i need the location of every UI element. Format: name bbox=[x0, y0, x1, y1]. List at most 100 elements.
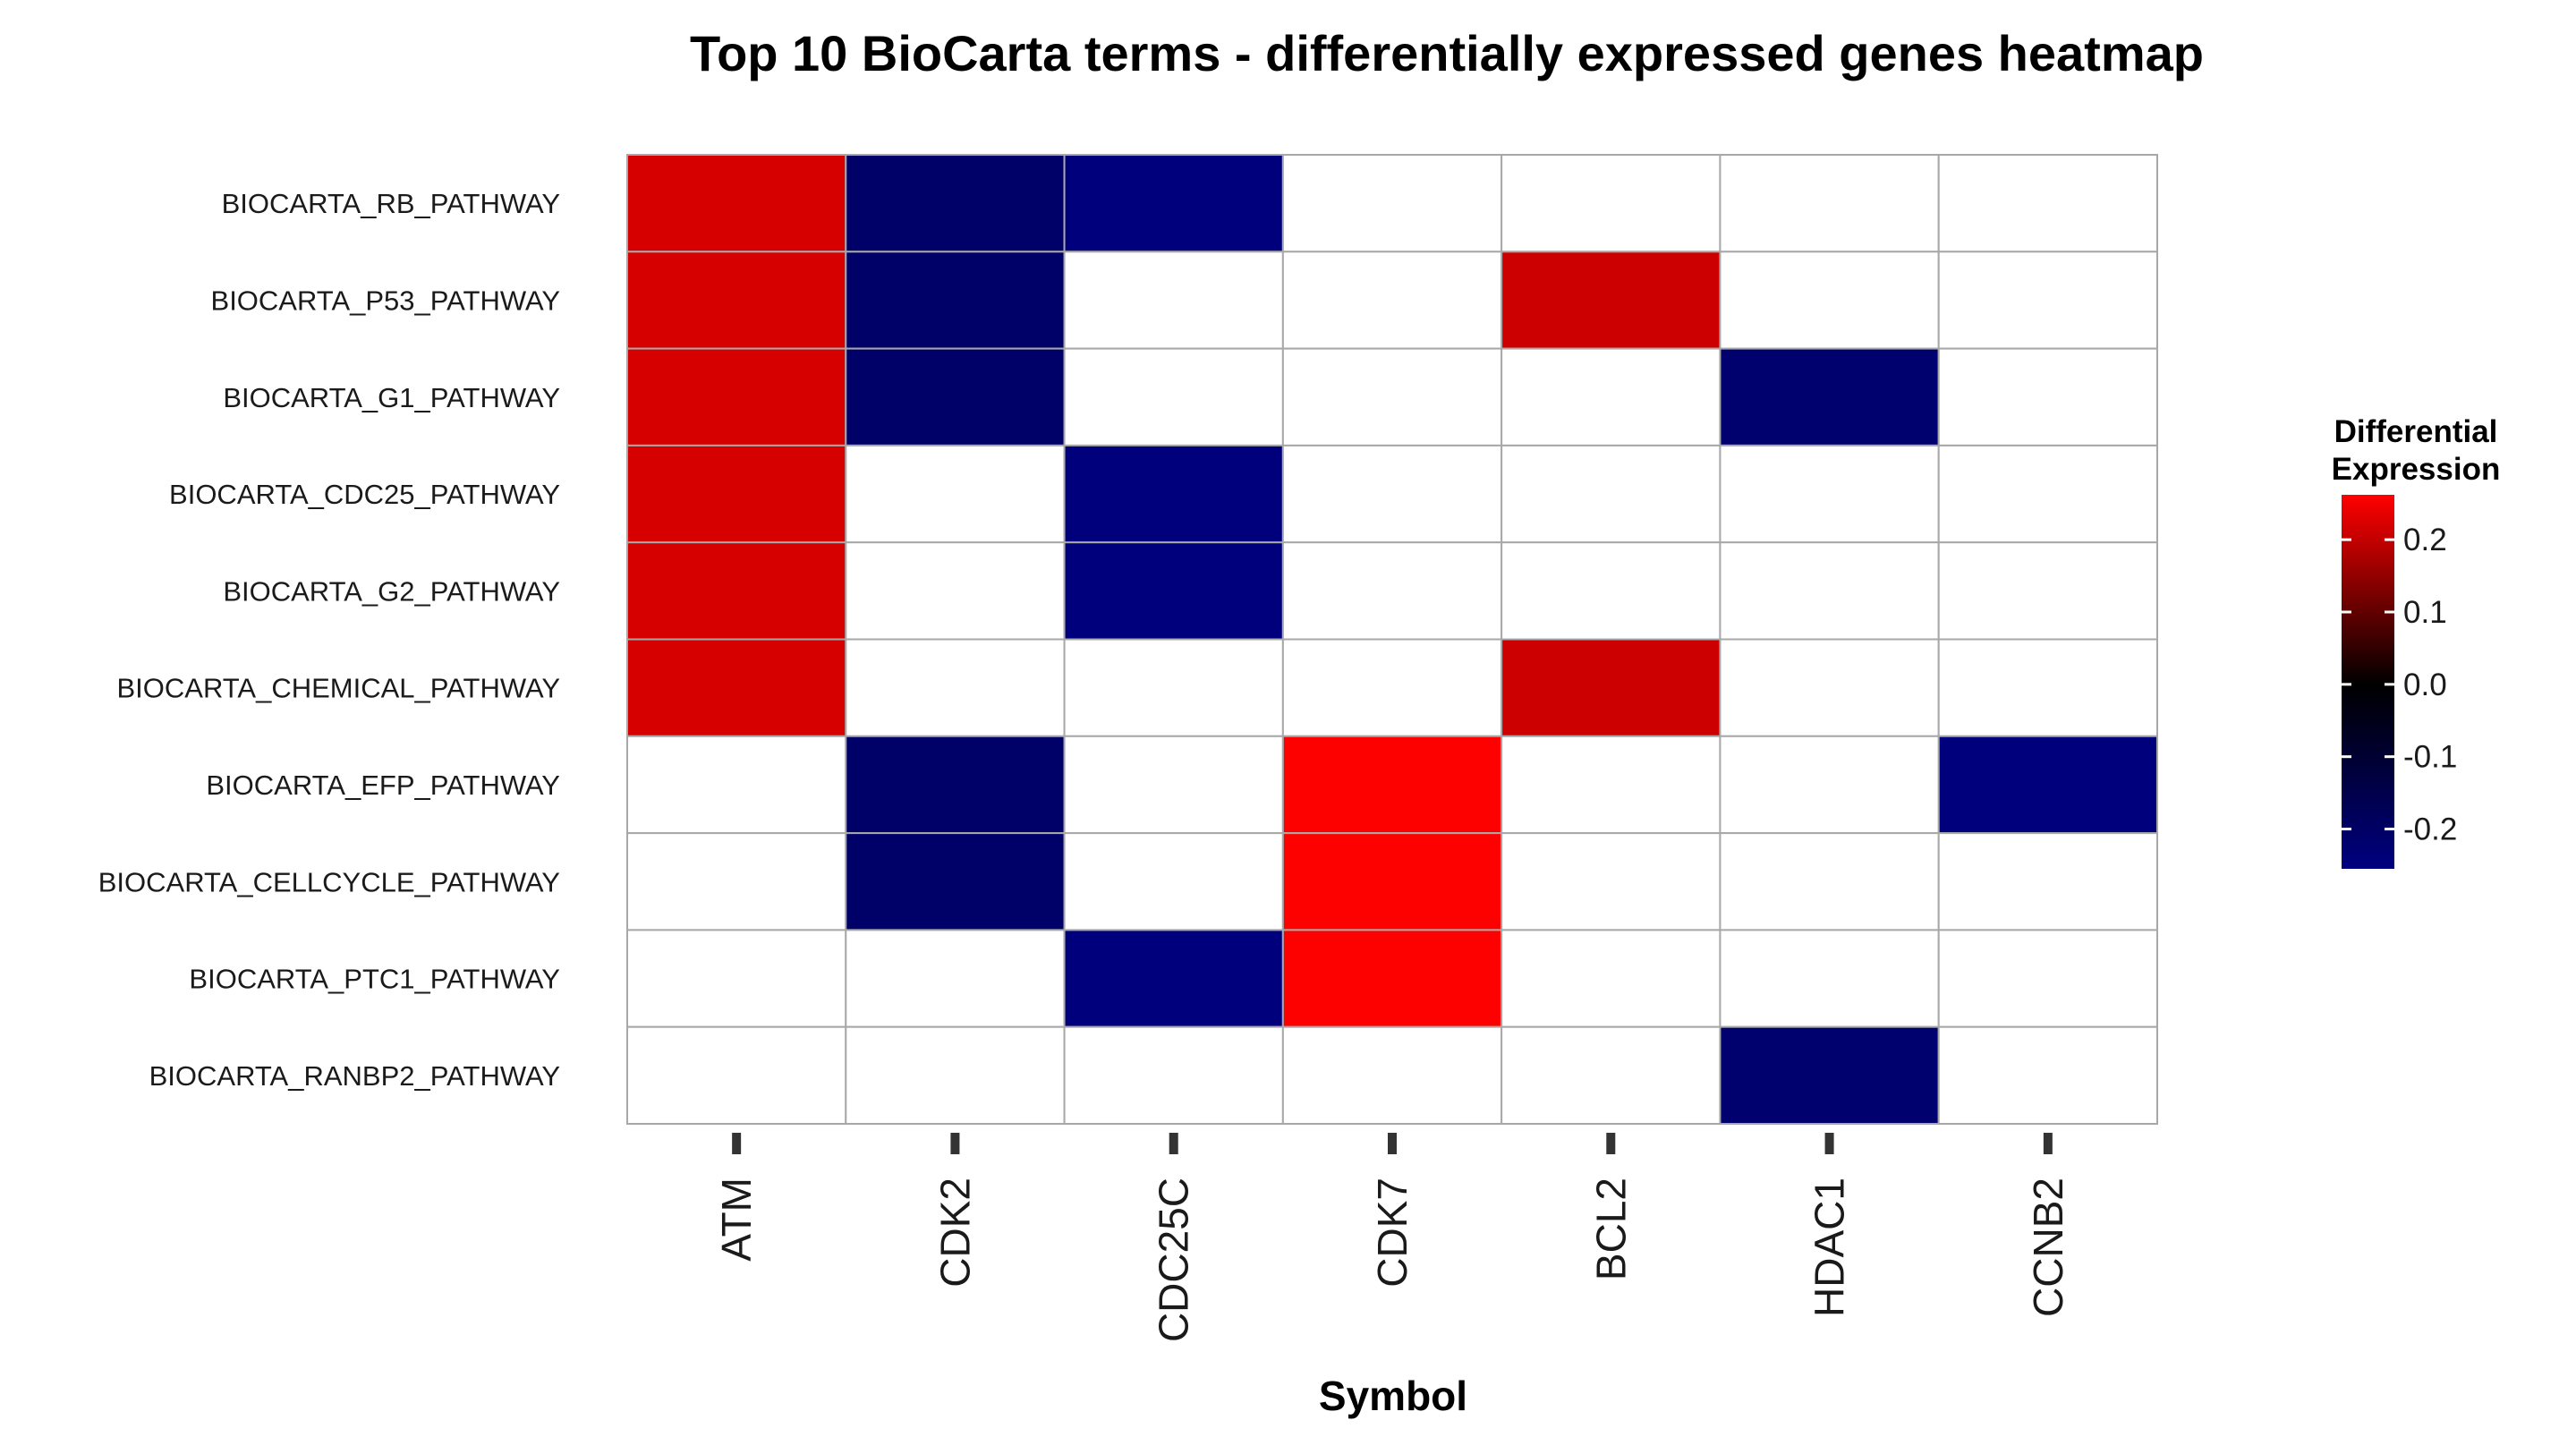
x-tick-label: ATM bbox=[713, 1178, 760, 1262]
x-tick-mark bbox=[1169, 1133, 1178, 1154]
x-tick-mark bbox=[732, 1133, 742, 1154]
heatmap-cell bbox=[626, 251, 847, 350]
heatmap-cell bbox=[1063, 251, 1284, 350]
colorbar-tick-label: 0.0 bbox=[2403, 667, 2447, 702]
heatmap-cell bbox=[1937, 638, 2159, 737]
y-tick-label: BIOCARTA_CHEMICAL_PATHWAY bbox=[116, 673, 560, 704]
colorbar-tick-label: -0.2 bbox=[2403, 812, 2457, 847]
heatmap-cell bbox=[626, 347, 847, 446]
heatmap-cell bbox=[1281, 541, 1503, 641]
heatmap-cell bbox=[1281, 347, 1503, 446]
heatmap-cell bbox=[845, 929, 1066, 1028]
heatmap-cell bbox=[1063, 638, 1284, 737]
heatmap-cell bbox=[1937, 832, 2159, 931]
heatmap-cell bbox=[626, 154, 847, 253]
heatmap-cell bbox=[1719, 832, 1940, 931]
x-tick-label: CDK2 bbox=[931, 1178, 978, 1288]
heatmap-cell bbox=[1063, 541, 1284, 641]
heatmap-cell bbox=[626, 638, 847, 737]
colorbar-title-line2: Expression bbox=[2332, 452, 2501, 487]
heatmap-cell bbox=[1281, 929, 1503, 1028]
y-tick-label: BIOCARTA_RB_PATHWAY bbox=[222, 188, 560, 219]
heatmap-cell bbox=[1719, 154, 1940, 253]
heatmap-cell bbox=[845, 638, 1066, 737]
heatmap-cell bbox=[1937, 251, 2159, 350]
colorbar-tick-label: 0.2 bbox=[2403, 523, 2447, 557]
heatmap-cell bbox=[1281, 444, 1503, 544]
colorbar-title-line1: Differential bbox=[2334, 414, 2498, 449]
heatmap-cell bbox=[626, 832, 847, 931]
colorbar-ticks: 0.2 0.1 0.0 -0.1 -0.2 bbox=[2342, 523, 2457, 847]
x-tick-mark bbox=[2043, 1133, 2053, 1154]
heatmap-cell bbox=[1719, 541, 1940, 641]
heatmap-cell bbox=[1719, 735, 1940, 835]
x-tick-label: CCNB2 bbox=[2025, 1178, 2071, 1317]
heatmap-cell bbox=[845, 251, 1066, 350]
y-tick-label: BIOCARTA_CDC25_PATHWAY bbox=[169, 479, 560, 510]
heatmap-cell bbox=[845, 541, 1066, 641]
heatmap-cell bbox=[1501, 832, 1722, 931]
heatmap-cell bbox=[1719, 251, 1940, 350]
heatmap-cell bbox=[845, 1025, 1066, 1125]
colorbar-legend: Differential Expression 0.2 0.1 0.0 -0.1 -0.… bbox=[2332, 414, 2501, 869]
x-tick-mark bbox=[1388, 1133, 1397, 1154]
heatmap-cell bbox=[1501, 154, 1722, 253]
heatmap-cell bbox=[626, 444, 847, 544]
heatmap-cell bbox=[1501, 735, 1722, 835]
heatmap-cell bbox=[1281, 638, 1503, 737]
x-tick-label: CDC25C bbox=[1151, 1178, 1197, 1342]
heatmap-cell bbox=[845, 444, 1066, 544]
heatmap-cell bbox=[626, 541, 847, 641]
colorbar bbox=[2342, 495, 2394, 869]
heatmap-cell bbox=[1501, 251, 1722, 350]
chart-title: Top 10 BioCarta terms - differentially e… bbox=[690, 25, 2204, 81]
heatmap-cell bbox=[1937, 154, 2159, 253]
heatmap-cell bbox=[845, 154, 1066, 253]
y-axis-labels: BIOCARTA_RB_PATHWAY BIOCARTA_P53_PATHWAY B… bbox=[98, 188, 560, 1092]
x-axis: ATM CDK2 CDC25C CDK7 BCL2 HDAC1 CCNB2 bbox=[713, 1133, 2071, 1342]
heatmap-cell bbox=[845, 735, 1066, 835]
heatmap-cell bbox=[1719, 638, 1940, 737]
colorbar-tick-label: -0.1 bbox=[2403, 740, 2457, 775]
heatmap-cells bbox=[626, 154, 2159, 1125]
heatmap-cell bbox=[1501, 929, 1722, 1028]
heatmap-cell bbox=[1937, 1025, 2159, 1125]
x-tick-label: CDK7 bbox=[1369, 1178, 1416, 1288]
heatmap-cell bbox=[1501, 1025, 1722, 1125]
heatmap-cell bbox=[1063, 154, 1284, 253]
x-tick-mark bbox=[950, 1133, 960, 1154]
heatmap-cell bbox=[1501, 444, 1722, 544]
y-tick-label: BIOCARTA_PTC1_PATHWAY bbox=[189, 964, 560, 995]
heatmap-cell bbox=[1281, 832, 1503, 931]
heatmap-cell bbox=[1937, 541, 2159, 641]
heatmap-cell bbox=[1063, 929, 1284, 1028]
heatmap-cell bbox=[1063, 832, 1284, 931]
x-tick-mark bbox=[1824, 1133, 1834, 1154]
heatmap-cell bbox=[626, 1025, 847, 1125]
heatmap-cell bbox=[1281, 154, 1503, 253]
heatmap-cell bbox=[1937, 735, 2159, 835]
heatmap-cell bbox=[1501, 541, 1722, 641]
heatmap-cell bbox=[1063, 444, 1284, 544]
heatmap-cell bbox=[1937, 929, 2159, 1028]
heatmap-cell bbox=[1281, 251, 1503, 350]
y-tick-label: BIOCARTA_EFP_PATHWAY bbox=[206, 770, 560, 801]
x-tick-mark bbox=[1606, 1133, 1616, 1154]
heatmap-cell bbox=[1719, 444, 1940, 544]
heatmap-cell bbox=[845, 832, 1066, 931]
heatmap-cell bbox=[626, 929, 847, 1028]
heatmap-cell bbox=[1719, 347, 1940, 446]
heatmap-cell bbox=[1063, 735, 1284, 835]
heatmap-cell bbox=[1063, 347, 1284, 446]
heatmap-cell bbox=[1501, 347, 1722, 446]
heatmap-cell bbox=[1281, 1025, 1503, 1125]
x-tick-label: BCL2 bbox=[1587, 1178, 1634, 1280]
y-tick-label: BIOCARTA_G2_PATHWAY bbox=[223, 575, 560, 607]
x-axis-title: Symbol bbox=[1319, 1373, 1467, 1419]
heatmap-cell bbox=[1063, 1025, 1284, 1125]
heatmap-cell bbox=[1937, 444, 2159, 544]
heatmap-cell bbox=[1937, 347, 2159, 446]
y-tick-label: BIOCARTA_P53_PATHWAY bbox=[211, 285, 560, 316]
